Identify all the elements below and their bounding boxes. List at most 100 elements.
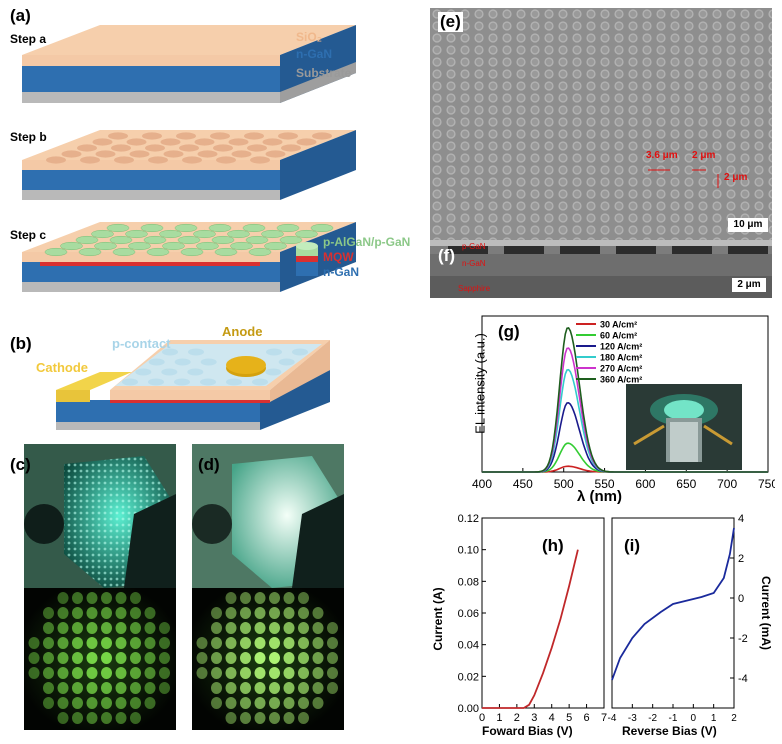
- emission-spot: [269, 622, 280, 634]
- emission-spot: [298, 712, 309, 724]
- emission-spot: [115, 592, 127, 604]
- layer-substrate-side: [22, 92, 280, 103]
- emission-spot: [115, 667, 127, 679]
- p-contact-dots: [122, 348, 308, 386]
- pgan-disk: [106, 223, 130, 233]
- sio2-hole: [296, 138, 317, 146]
- sio2-hole: [163, 150, 184, 158]
- emission-spot: [86, 712, 98, 724]
- h-ytick-label: 0.12: [458, 513, 479, 525]
- emission-spot: [283, 652, 295, 664]
- panel-f-sem: [430, 240, 772, 298]
- emission-spot: [159, 682, 170, 694]
- g-xtick-label: 600: [635, 477, 655, 491]
- g-legend-label: 180 A/cm²: [600, 353, 642, 363]
- g-xtick-label: 450: [513, 477, 533, 491]
- emission-spot: [298, 607, 309, 619]
- sio2-hole: [129, 150, 150, 158]
- p-contact-dot: [148, 378, 164, 386]
- emission-spot: [72, 637, 83, 649]
- emission-spot: [312, 652, 324, 664]
- pgan-disk: [264, 241, 287, 251]
- emission-spot: [211, 637, 222, 649]
- pgan-disk: [143, 235, 167, 245]
- h-ytick-label: 0.00: [458, 703, 479, 715]
- emission-spot: [72, 622, 83, 634]
- emission-spot: [159, 622, 170, 634]
- sio2-hole: [182, 156, 202, 164]
- p-contact-dot: [265, 368, 282, 376]
- sio2-hole: [160, 138, 181, 146]
- emission-spot: [115, 637, 127, 649]
- emission-spot: [86, 637, 98, 649]
- emission-spot: [57, 667, 69, 679]
- emission-spot: [196, 667, 208, 679]
- emission-spot: [225, 622, 237, 634]
- sio2-hole: [80, 156, 100, 164]
- emission-spot: [254, 592, 266, 604]
- panel-a-label: (a): [10, 6, 31, 25]
- emission-spot: [72, 697, 83, 709]
- emission-spot: [240, 622, 251, 634]
- panel-e-label: (e): [438, 12, 463, 32]
- emission-spot: [254, 637, 266, 649]
- step-c-slab: [22, 222, 356, 292]
- pgan-disk: [174, 223, 198, 233]
- pgan-disk: [125, 229, 148, 239]
- panel-a-diagram: [22, 25, 356, 292]
- panel-c-photo: [24, 444, 176, 730]
- step-c-label: Step c: [10, 228, 47, 242]
- emission-spot: [28, 652, 40, 664]
- ngan-label: n-GaN: [296, 47, 332, 61]
- sio2-hole: [46, 156, 66, 164]
- emission-spot: [43, 652, 54, 664]
- emission-spot: [196, 652, 208, 664]
- i-xtick-label: -1: [669, 713, 678, 724]
- emission-spot: [312, 682, 324, 694]
- emission-spot: [43, 637, 54, 649]
- h-ytick-label: 0.06: [458, 608, 479, 620]
- emission-spot: [57, 682, 69, 694]
- pgan-disk: [245, 235, 269, 245]
- emission-spot: [86, 622, 98, 634]
- emission-spot: [86, 592, 98, 604]
- emission-spot: [283, 607, 295, 619]
- i-xtick-label: -3: [628, 713, 637, 724]
- sio2-hole: [228, 138, 249, 146]
- emission-spot: [211, 622, 222, 634]
- emission-spot: [86, 607, 98, 619]
- emission-spot: [240, 697, 251, 709]
- cross-section-mesa: [616, 246, 656, 254]
- i-xtick-label: -2: [648, 713, 657, 724]
- sio2-hole: [148, 156, 168, 164]
- panel-g-label: (g): [498, 322, 520, 341]
- ngan2-label: n-GaN: [323, 265, 359, 279]
- emission-spot: [327, 667, 338, 679]
- emission-spot: [86, 682, 98, 694]
- emission-spot: [240, 667, 251, 679]
- emission-spot: [211, 652, 222, 664]
- emission-spot: [144, 682, 156, 694]
- pgan-disk: [227, 229, 250, 239]
- p-contact-dot: [200, 378, 216, 386]
- sio2-hole: [278, 132, 298, 140]
- sio2-hole: [244, 132, 264, 140]
- panel-f-label: (f): [438, 246, 455, 265]
- panel-b-label: (b): [10, 334, 32, 353]
- sio2-hole: [111, 144, 131, 152]
- emission-spot: [115, 607, 127, 619]
- pgan-disk: [276, 223, 300, 233]
- sio2-hole: [231, 150, 252, 158]
- dim-width: 2 μm: [724, 172, 748, 183]
- pgan-disk: [91, 229, 114, 239]
- emission-spot: [254, 697, 266, 709]
- emission-spot: [225, 697, 237, 709]
- emission-spot: [72, 652, 83, 664]
- emission-spot: [225, 592, 237, 604]
- emission-spot: [254, 652, 266, 664]
- pgan-disk: [230, 241, 253, 251]
- sio2-hole: [142, 132, 162, 140]
- emission-spot: [43, 607, 54, 619]
- emission-spot: [57, 607, 69, 619]
- i-ytick-label: 4: [738, 513, 744, 525]
